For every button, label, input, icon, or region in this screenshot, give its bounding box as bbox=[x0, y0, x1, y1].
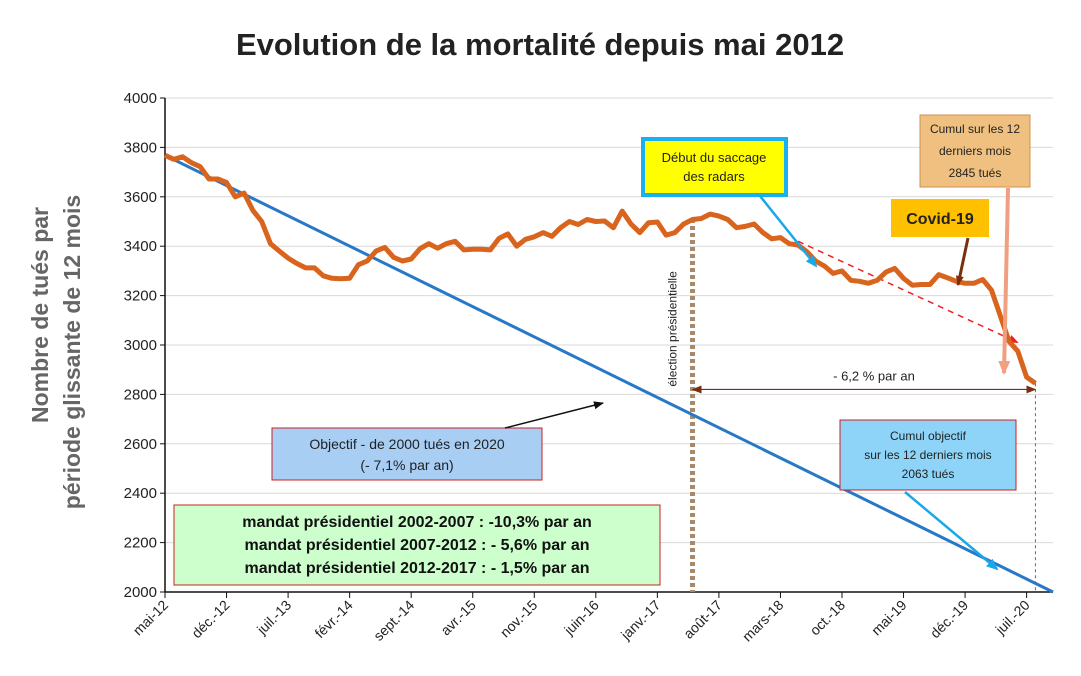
y-tick-label: 3400 bbox=[124, 238, 157, 255]
y-axis-label-line1: Nombre de tués par bbox=[27, 207, 53, 423]
span-label: - 6,2 % par an bbox=[833, 368, 915, 383]
cumul-text-line3: 2845 tués bbox=[949, 166, 1002, 180]
y-tick-label: 3200 bbox=[124, 288, 157, 305]
mandat-line-2: mandat présidentiel 2007-2012 : - 5,6% p… bbox=[244, 537, 589, 554]
objective-text-line1: Objectif - de 2000 tués en 2020 bbox=[309, 436, 505, 452]
cumul-arrow bbox=[998, 187, 1011, 375]
covid-text: Covid-19 bbox=[906, 211, 974, 228]
x-tick-label: août-17 bbox=[680, 597, 725, 642]
mortality-series-line bbox=[163, 153, 1037, 386]
election-label: élection présidentielle bbox=[666, 271, 680, 387]
y-tick-label: 2800 bbox=[124, 386, 157, 403]
x-tick-label: déc.-12 bbox=[188, 597, 232, 641]
radars-text-line1: Début du saccage bbox=[662, 150, 767, 165]
y-axis-label-line2: période glissante de 12 mois bbox=[59, 195, 85, 509]
mandat-line-1: mandat présidentiel 2002-2007 : -10,3% p… bbox=[242, 514, 591, 531]
cumul-objective-line2: sur les 12 derniers mois bbox=[864, 448, 991, 462]
cumul-objective-annotation: Cumul objectif sur les 12 derniers mois … bbox=[839, 419, 1017, 571]
x-tick-label: janv.-17 bbox=[617, 597, 664, 644]
x-tick-label: mai-12 bbox=[130, 597, 172, 639]
chart-title: Evolution de la mortalité depuis mai 201… bbox=[236, 27, 844, 62]
radars-text-line2: des radars bbox=[683, 169, 745, 184]
objective-arrow bbox=[504, 401, 604, 429]
y-tick-label: 3800 bbox=[124, 139, 157, 156]
mandat-line-3: mandat présidentiel 2012-2017 : - 1,5% p… bbox=[244, 560, 589, 577]
cumul-objective-arrow bbox=[904, 491, 999, 571]
x-tick-label: mars-18 bbox=[739, 597, 787, 645]
mandats-box: mandat présidentiel 2002-2007 : -10,3% p… bbox=[173, 504, 661, 586]
y-tick-label: 2600 bbox=[124, 436, 157, 453]
x-tick-label: déc.-19 bbox=[927, 597, 971, 641]
y-tick-label: 3600 bbox=[124, 189, 157, 206]
y-tick-label: 2000 bbox=[124, 584, 157, 601]
y-tick-label: 2200 bbox=[124, 535, 157, 552]
y-tick-label: 4000 bbox=[124, 90, 157, 107]
radars-annotation: Début du saccage des radars bbox=[641, 137, 818, 268]
covid-annotation: Covid-19 bbox=[891, 199, 989, 286]
y-axis-ticks: 2000 2200 2400 2600 2800 3000 3200 3400 3600 3800… bbox=[124, 90, 165, 601]
x-axis-ticks: mai-12 déc.-12 juil.-13 févr.-14 sept.-14 avr… bbox=[130, 592, 1033, 644]
cumul-annotation: Cumul sur les 12 derniers mois 2845 tués bbox=[919, 114, 1031, 375]
cumul-text-line1: Cumul sur les 12 bbox=[930, 122, 1020, 136]
objective-annotation: Objectif - de 2000 tués en 2020 (- 7,1% … bbox=[271, 401, 604, 481]
x-tick-label: juil.-20 bbox=[992, 597, 1033, 638]
y-tick-label: 3000 bbox=[124, 337, 157, 354]
x-tick-label: mai-19 bbox=[868, 597, 910, 639]
cumul-objective-line1: Cumul objectif bbox=[890, 429, 967, 443]
cumul-text-line2: derniers mois bbox=[939, 144, 1011, 158]
objective-text-line2: (- 7,1% par an) bbox=[360, 457, 453, 473]
x-tick-label: avr.-15 bbox=[437, 597, 479, 639]
x-tick-label: nov.-15 bbox=[497, 597, 541, 641]
trend-line bbox=[797, 240, 1019, 344]
cumul-objective-line3: 2063 tués bbox=[902, 467, 955, 481]
covid-arrow bbox=[955, 237, 970, 286]
objective-series-line bbox=[164, 153, 1054, 594]
radars-arrow bbox=[759, 195, 818, 268]
x-tick-label: juil.-13 bbox=[253, 597, 294, 638]
x-tick-label: sept.-14 bbox=[370, 597, 417, 644]
x-tick-label: juin-16 bbox=[560, 597, 602, 639]
x-tick-label: févr.-14 bbox=[311, 597, 355, 641]
x-tick-label: oct.-18 bbox=[807, 597, 849, 639]
y-tick-label: 2400 bbox=[124, 485, 157, 502]
